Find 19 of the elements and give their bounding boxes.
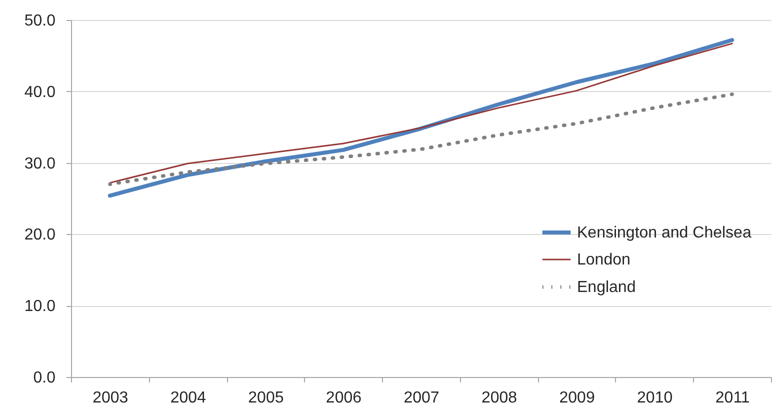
x-tick-label: 2011 [715,390,750,406]
x-tick-label: 2010 [637,390,673,406]
legend-label: England [577,279,636,296]
y-tick-label: 0.0 [33,370,56,386]
y-tick-label: 30.0 [24,155,56,172]
x-tick-label: 2004 [170,390,206,406]
legend-label: London [577,252,630,268]
x-tick-label: 2005 [248,390,284,406]
legend-label: Kensington and Chelsea [577,224,752,242]
x-tick-label: 2008 [481,390,518,406]
y-tick-label: 40.0 [24,84,56,101]
x-tick-label: 2006 [326,390,362,406]
line-series [108,92,734,186]
x-tick-label: 2007 [404,390,440,406]
x-tick-label: 2003 [92,390,128,406]
y-tick-label: 10.0 [24,298,56,316]
x-tick-label: 2009 [559,390,595,406]
y-tick-label: 20.0 [24,226,56,244]
y-tick-label: 50.0 [24,12,56,30]
